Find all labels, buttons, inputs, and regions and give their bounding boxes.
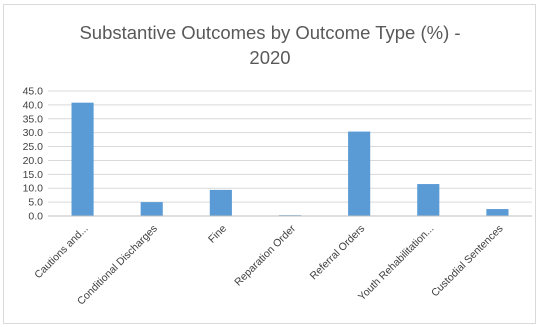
chart-title-line-1: Substantive Outcomes by Outcome Type (%)… xyxy=(79,22,461,43)
y-axis-tick-labels: 0.0 5.0 10.0 15.0 20.0 25.0 30.0 35.0 40.045.0 xyxy=(23,86,44,223)
y-tick-label: 10.0 xyxy=(23,183,44,195)
x-category-label: Referral Orders xyxy=(308,223,368,283)
bars xyxy=(71,102,509,216)
x-category-label: Fine xyxy=(206,223,229,246)
bar xyxy=(348,131,371,216)
chart-title-line-2: 2020 xyxy=(249,47,291,68)
y-tick-label: 15.0 xyxy=(23,169,44,181)
bar xyxy=(71,102,94,216)
gridlines xyxy=(48,90,532,203)
bar xyxy=(417,184,440,216)
y-tick-label: 5.0 xyxy=(28,197,43,209)
bar xyxy=(486,209,509,216)
x-category-label: Custodial Sentences xyxy=(429,223,506,300)
y-tick-label: 30.0 xyxy=(23,127,44,139)
x-axis-category-labels: Cautions and...Conditional Discharges Fin… xyxy=(32,222,505,307)
y-tick-label: 25.0 xyxy=(23,141,44,153)
bar xyxy=(140,202,163,216)
y-tick-label: 35.0 xyxy=(23,113,44,125)
x-category-label: Conditional Discharges xyxy=(75,223,160,308)
y-tick-label: 40.0 xyxy=(23,99,44,111)
x-category-label: Reparation Order xyxy=(232,222,298,288)
y-tick-label: 20.0 xyxy=(23,155,44,167)
y-tick-label: 0.0 xyxy=(28,211,43,223)
x-category-label: Youth Rehabilitation... xyxy=(356,223,436,303)
x-category-label: Cautions and... xyxy=(32,223,90,281)
bar xyxy=(209,189,232,216)
chart-title: Substantive Outcomes by Outcome Type (%)… xyxy=(60,20,480,70)
y-tick-label: 45.0 xyxy=(23,86,44,98)
